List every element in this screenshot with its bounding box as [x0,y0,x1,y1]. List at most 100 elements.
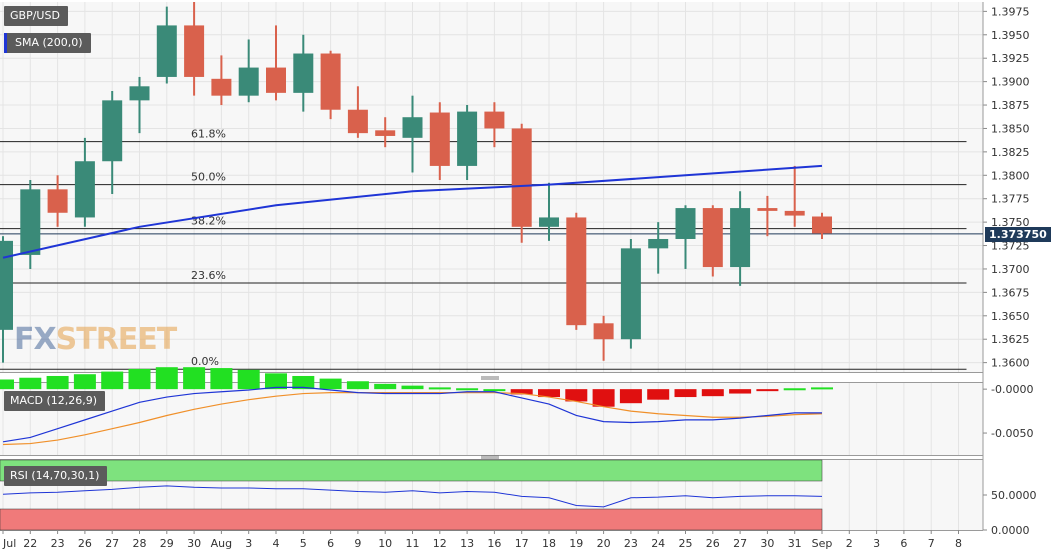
y-tick-label: 1.3800 [991,169,1030,182]
candle-body-bull [730,208,751,268]
candle-body-bear [266,67,286,93]
x-tick-label: Sep [812,537,833,550]
macd-hist-bar-pos [101,371,124,390]
fxstreet-logo: FXSTREET [14,322,178,357]
y-tick-label: 1.3725 [991,240,1030,253]
x-tick-label: 18 [542,537,556,550]
x-tick-label: 13 [460,537,474,550]
macd-hist-bar-pos [783,388,806,391]
x-tick-label: 3 [245,537,252,550]
macd-hist-bar-pos [456,388,479,391]
x-tick-label: 11 [406,537,420,550]
macd-hist-bar-pos [73,374,96,390]
macd-hist-bar-pos [128,368,151,390]
legend-rsi-label: RSI (14,70,30,1) [10,469,100,482]
legend-pair[interactable]: GBP/USD [4,6,68,26]
macd-hist-bar-pos [483,389,506,392]
candle-body-bear [429,112,450,166]
y-tick-label: 1.3950 [991,29,1030,42]
macd-hist-bar-pos [155,367,178,390]
rsi-overbought-band [0,459,823,482]
x-tick-label: 22 [23,537,37,550]
x-tick-label: 4 [273,537,280,550]
macd-hist-bar-neg [647,389,670,400]
macd-hist-bar-neg [619,389,642,404]
legend-sma[interactable]: SMA (200,0) [4,33,91,53]
macd-hist-bar-pos [183,367,206,390]
macd-hist-bar-pos [265,373,287,390]
y-tick-label: 1.3975 [991,5,1030,18]
legend-rsi[interactable]: RSI (14,70,30,1) [4,466,108,486]
macd-hist-bar-pos [401,385,424,390]
candle-body-bear [812,216,832,234]
macd-hist-bar-neg [565,389,588,402]
x-tick-label: 5 [300,537,307,550]
candle-body-bear [511,128,532,227]
y-tick-label: 1.3875 [991,99,1030,112]
candle-body-bull [156,25,177,77]
candle-body-bull [620,248,641,340]
x-tick-label: 17 [515,537,529,550]
x-tick-label: 24 [651,537,665,550]
logo-street: STREET [55,322,178,357]
macd-hist-bar-neg [756,389,779,392]
macd-hist-bar-pos [319,378,342,390]
candle-body-bull [0,240,13,330]
macd-y-tick-label: -0.0050 [991,427,1033,440]
x-tick-label: 6 [327,537,334,550]
candle-body-bull [675,208,696,239]
x-tick-label: 3 [873,537,880,550]
macd-y-tick-label: -0.0000 [991,383,1033,396]
fib-label: 0.0% [191,355,219,368]
candle-body-bear [320,53,341,110]
y-tick-label: 1.3925 [991,52,1030,65]
candle-body-bear [484,111,505,129]
x-tick-label: 19 [569,537,583,550]
x-tick-label: 27 [105,537,119,550]
macd-hist-bar-pos [374,383,397,390]
x-tick-label: 27 [733,537,747,550]
legend-pair-label: GBP/USD [10,9,60,22]
macd-hist-bar-pos [0,379,14,390]
y-tick-label: 1.3675 [991,286,1030,299]
fib-label: 61.8% [191,128,226,141]
y-tick-label: 1.3775 [991,193,1030,206]
candle-body-bull [238,67,259,96]
candle-body-bull [102,100,123,162]
macd-hist-bar-neg [592,389,615,407]
candle-body-bull [539,217,559,227]
rsi-line [2,485,823,508]
candle-body-bull [20,189,41,255]
candle-body-bear [593,323,614,340]
fib-label: 50.0% [191,171,226,184]
x-tick-label: 7 [928,537,935,550]
logo-fx: FX [14,322,57,357]
candle-body-bull [293,53,314,93]
x-tick-label: Aug [211,537,232,550]
rsi-oversold-band [0,508,823,531]
candle-body-bull [648,238,669,249]
legend-macd[interactable]: MACD (12,26,9) [4,391,106,411]
macd-pane-bg [0,383,983,455]
rsi-y-tick-label: 0.0000 [991,524,1030,537]
macd-hist-bar-neg [510,389,533,395]
y-tick-label: 1.3700 [991,263,1030,276]
y-tick-label: 1.3750 [991,216,1030,229]
macd-hist-bar-pos [210,368,233,390]
y-tick-label: 1.3825 [991,146,1030,159]
candle-body-bear [566,217,587,326]
macd-hist-bar-neg [674,389,697,398]
rsi-y-tick-label: 50.0000 [991,489,1037,502]
macd-hist-bar-pos [346,381,369,390]
sma-swatch [4,33,7,53]
y-tick-label: 1.3650 [991,310,1030,323]
x-tick-label: 29 [160,537,174,550]
x-tick-label: 28 [133,537,147,550]
legend-sma-label: SMA (200,0) [15,36,83,49]
y-tick-label: 1.3600 [991,357,1030,370]
x-tick-label: 2 [846,537,853,550]
x-tick-label: Jul [2,537,16,550]
fib-label: 23.6% [191,269,226,282]
macd-hist-bar-pos [19,377,42,390]
